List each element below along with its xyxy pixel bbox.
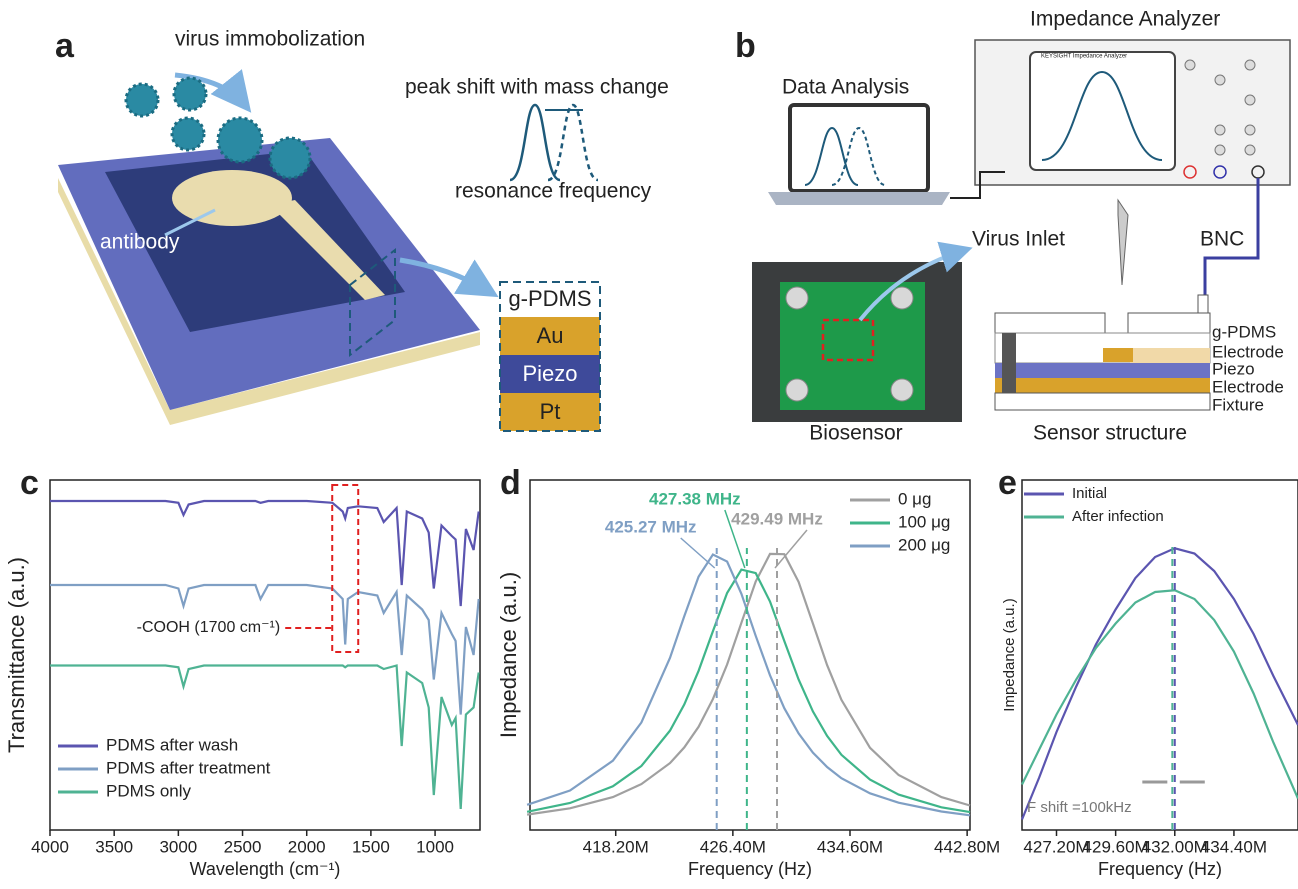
panel-label: b [735, 27, 756, 65]
annotation: -COOH (1700 cm⁻¹) [137, 619, 281, 636]
screen-title: Impedance Analyzer [1073, 54, 1127, 60]
x-tick-label: 434.40M [1201, 837, 1267, 856]
layer-label: Piezo [522, 361, 577, 386]
plot-frame [1022, 480, 1298, 830]
x-tick-label: 4000 [31, 837, 69, 856]
legend-label: PDMS after treatment [106, 758, 271, 777]
shift-title: peak shift with mass change [405, 76, 669, 99]
legend-label: After infection [1072, 508, 1164, 525]
peak-shifted [548, 105, 598, 180]
panel-b: b Impedance Analyzer KEYSIGHT Impedance … [735, 8, 1290, 445]
x-tick-label: 426.40M [700, 837, 766, 856]
sensor-structure: g-PDMS Electrode Piezo Electrode Fixture [995, 295, 1284, 414]
laptop-screen [790, 105, 928, 191]
layer-label: Fixture [1212, 395, 1264, 414]
series-line [50, 585, 479, 715]
plot-frame [50, 480, 480, 830]
panel-label: d [500, 464, 521, 502]
panel-label: c [20, 464, 39, 502]
layer-label: g-PDMS [1212, 322, 1276, 341]
x-tick-label: 434.60M [817, 837, 883, 856]
peak [510, 105, 560, 180]
x-axis-label: Frequency (Hz) [688, 859, 812, 879]
brand: KEYSIGHT [1041, 54, 1072, 60]
x-tick-label: 427.20M [1023, 837, 1089, 856]
x-axis-label: Wavelength (cm⁻¹) [190, 859, 341, 879]
x-tick-label: 3000 [159, 837, 197, 856]
peak-label: 427.38 MHz [649, 489, 741, 508]
virus-text: virus immobolization [175, 28, 365, 51]
x-tick-label: 418.20M [583, 837, 649, 856]
series-line [1022, 590, 1298, 798]
biosensor-label: Biosensor [809, 422, 902, 445]
panel-label: a [55, 27, 75, 65]
layer-label: Pt [540, 399, 561, 424]
legend-label: Initial [1072, 485, 1107, 502]
legend-label: 0 μg [898, 489, 931, 508]
x-tick-label: 1500 [352, 837, 390, 856]
x-tick-label: 429.60M [1083, 837, 1149, 856]
panel-a: a virus immobolization antibody peak shi… [55, 27, 669, 431]
layer-label: Au [537, 323, 564, 348]
panel-label: e [998, 464, 1017, 502]
y-axis-label: Impedance (a.u.) [496, 572, 521, 738]
laptop-base [768, 192, 950, 205]
electrode-pad [172, 170, 292, 226]
series-line [527, 570, 970, 813]
x-tick-label: 2500 [224, 837, 262, 856]
peak-label: 425.27 MHz [605, 517, 697, 536]
label-pointer [775, 530, 807, 568]
legend-label: PDMS only [106, 781, 192, 800]
x-axis-label: Frequency (Hz) [1098, 859, 1222, 879]
x-tick-label: 2000 [288, 837, 326, 856]
peak-label: 429.49 MHz [731, 509, 823, 528]
series-line [527, 554, 970, 815]
y-axis-label: Transmittance (a.u.) [4, 557, 29, 753]
layer-stack: g-PDMS Au Piezo Pt [500, 282, 600, 431]
x-tick-label: 1000 [416, 837, 454, 856]
shift-axis: resonance frequency [455, 180, 652, 203]
layer-label: g-PDMS [508, 286, 591, 311]
layer-label: Electrode [1212, 377, 1284, 396]
legend-label: PDMS after wash [106, 735, 238, 754]
pipette [1118, 200, 1128, 285]
virus-inlet: Virus Inlet [972, 228, 1065, 251]
analyzer-screen [1030, 52, 1175, 170]
label-pointer [681, 538, 715, 568]
series-line [1022, 548, 1298, 819]
series-line [527, 555, 970, 816]
figure: a virus immobolization antibody peak shi… [0, 0, 1298, 889]
annotation: F shift =100kHz [1027, 799, 1132, 816]
analyzer-title: Impedance Analyzer [1030, 8, 1220, 31]
legend-label: 200 μg [898, 535, 950, 554]
x-tick-label: 432.00M [1142, 837, 1208, 856]
x-tick-label: 3500 [95, 837, 133, 856]
x-tick-label: 442.80M [934, 837, 1000, 856]
y-axis-label: Impedance (a.u.) [1001, 598, 1018, 711]
layer-label: Piezo [1212, 359, 1255, 378]
legend-label: 100 μg [898, 512, 950, 531]
structure-label: Sensor structure [1033, 422, 1187, 445]
data-analysis: Data Analysis [782, 76, 909, 99]
bnc-label: BNC [1200, 228, 1244, 251]
